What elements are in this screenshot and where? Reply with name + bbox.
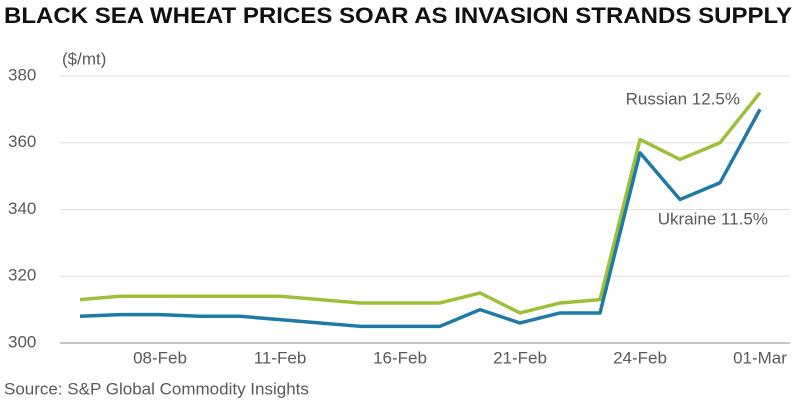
chart-title: BLACK SEA WHEAT PRICES SOAR AS INVASION … [4, 3, 792, 28]
y-tick-label: 300 [8, 332, 36, 351]
series-line [79, 108, 762, 329]
series-line [79, 91, 762, 315]
x-tick-label: 08-Feb [133, 348, 187, 367]
x-tick-label: 16-Feb [373, 348, 427, 367]
y-tick-label: 340 [8, 199, 36, 218]
x-tick-label: 01-Mar [733, 348, 787, 367]
series-label: Russian 12.5% [626, 89, 740, 108]
y-tick-label: 380 [8, 65, 36, 84]
y-tick-label: 360 [8, 132, 36, 151]
y-axis-label: ($/mt) [62, 49, 106, 68]
y-tick-label: 320 [8, 266, 36, 285]
series-label: Ukraine 11.5% [658, 209, 768, 228]
x-tick-label: 21-Feb [493, 348, 547, 367]
x-tick-label: 11-Feb [254, 348, 307, 367]
x-tick-label: 24-Feb [613, 348, 667, 367]
source: Source: S&P Global Commodity Insights [4, 379, 309, 398]
